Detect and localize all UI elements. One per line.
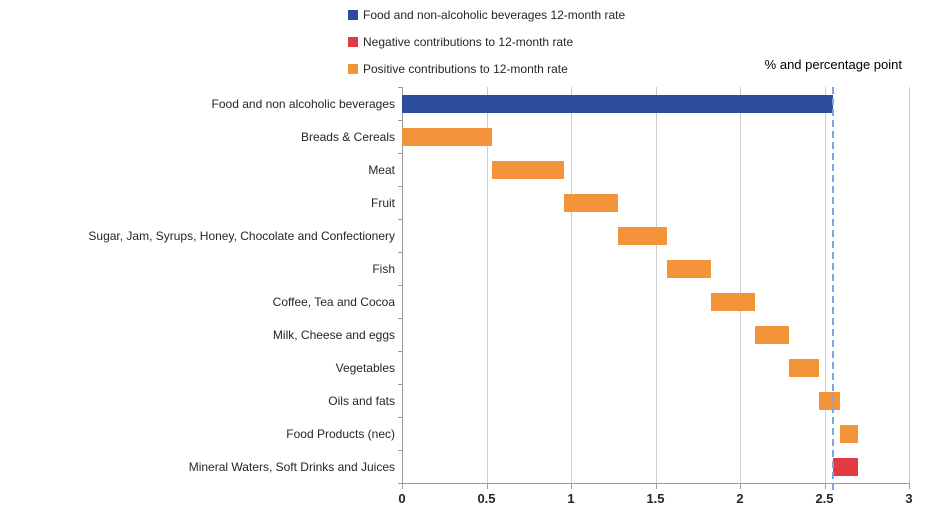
bar-positive [711,292,756,311]
category-label: Breads & Cereals [300,129,395,144]
category-label: Fruit [371,195,395,210]
gridline [486,87,488,483]
x-axis-tick [571,484,572,489]
gridline [655,87,657,483]
x-axis-tick [909,484,910,489]
bar-positive [839,424,859,443]
category-label: Oils and fats [328,393,395,408]
x-tick-label: 2 [736,491,744,506]
y-axis-tick [398,252,402,253]
bar-positive [755,325,789,344]
legend: Food and non-alcoholic beverages 12-mont… [348,8,626,76]
bar-negative [832,457,859,476]
gridline [740,87,741,483]
x-axis-tick [655,484,657,489]
y-axis-tick [398,351,402,352]
blue-square-icon [348,10,358,20]
x-axis-tick [402,484,403,489]
x-tick-label: 0 [398,491,406,506]
y-axis-tick [398,285,402,286]
x-tick-label: 1 [567,491,575,506]
category-label: Mineral Waters, Soft Drinks and Juices [188,459,395,474]
gridline [909,87,910,483]
y-axis-tick [398,153,402,154]
legend-item: Positive contributions to 12-month rate [348,62,625,76]
bar-positive [564,193,619,212]
y-axis-tick [398,186,402,187]
legend-label: Food and non-alcoholic beverages 12-mont… [363,8,626,22]
bar-total [402,94,833,113]
x-tick-label: 0.5 [477,491,496,506]
x-tick-label: 2.5 [815,491,834,506]
x-axis-tick [824,484,826,489]
legend-item: Negative contributions to 12-month rate [348,35,625,49]
legend-label: Positive contributions to 12-month rate [363,62,568,76]
category-label: Coffee, Tea and Cocoa [272,294,395,309]
bar-positive [618,226,668,245]
reference-line [831,87,834,491]
y-axis-tick [398,120,402,121]
bar-positive [491,160,565,179]
y-axis-tick [398,87,402,88]
category-label: Fish [372,261,395,276]
category-label: Sugar, Jam, Syrups, Honey, Chocolate and… [88,228,395,243]
x-axis-tick [740,484,741,489]
category-label: Food and non alcoholic beverages [211,96,395,111]
x-axis-tick [486,484,488,489]
category-label: Milk, Cheese and eggs [272,327,395,342]
legend-label: Negative contributions to 12-month rate [363,35,574,49]
gridline [824,87,826,483]
red-square-icon [348,37,358,47]
bar-positive [819,391,840,410]
x-axis-line [398,483,910,484]
category-label: Vegetables [335,360,395,375]
x-tick-label: 1.5 [646,491,665,506]
x-tick-label: 3 [905,491,913,506]
orange-square-icon [348,64,358,74]
y-axis-tick [398,318,402,319]
bar-positive [789,358,820,377]
y-axis-tick [398,450,402,451]
category-label: Meat [368,162,395,177]
bar-positive [667,259,712,278]
gridline [571,87,572,483]
bar-positive [402,127,492,146]
y-axis-tick [398,219,402,220]
y-axis-tick [398,417,402,418]
category-label: Food Products (nec) [286,426,395,441]
legend-item: Food and non-alcoholic beverages 12-mont… [348,8,626,22]
unit-label: % and percentage point [764,57,902,72]
y-axis-line [402,87,403,484]
y-axis-tick [398,384,402,385]
